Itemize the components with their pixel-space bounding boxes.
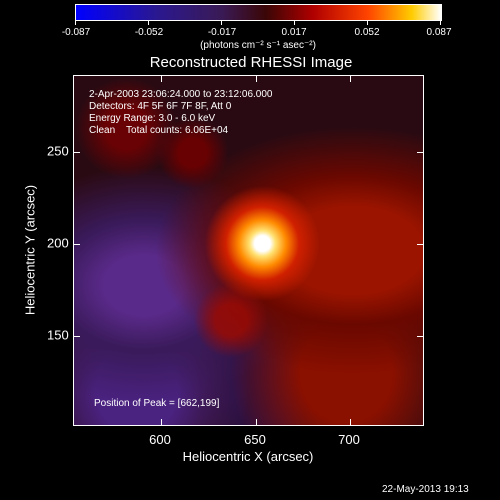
colorbar-tick — [148, 21, 149, 25]
y-tick — [74, 336, 80, 337]
colorbar-label: 0.087 — [426, 27, 452, 38]
x-axis-title: Heliocentric X (arcsec) — [182, 449, 314, 464]
x-tick-top — [256, 76, 257, 82]
y-tick — [74, 152, 80, 153]
colorbar-label: 0.052 — [354, 27, 380, 38]
y-tick-label: 200 — [47, 235, 69, 251]
info-time-range: 2-Apr-2003 23:06:24.000 to 23:12:06.000 — [89, 89, 273, 100]
x-tick-label: 600 — [149, 432, 171, 447]
y-tick-right — [417, 244, 423, 245]
colorbar-tick — [75, 21, 76, 25]
y-tick — [74, 244, 80, 245]
x-tick-label: 700 — [338, 432, 360, 447]
y-tick-label: 150 — [47, 327, 69, 343]
rhessi-image-plot: 2-Apr-2003 23:06:24.000 to 23:12:06.000 … — [73, 75, 424, 426]
info-detectors: Detectors: 4F 5F 6F 7F 8F, Att 0 — [89, 101, 232, 112]
x-tick-label: 650 — [244, 432, 266, 447]
x-tick — [161, 419, 162, 425]
colorbar-tick — [367, 21, 368, 25]
y-tick-label: 250 — [47, 143, 69, 159]
colorbar-label: -0.017 — [207, 27, 237, 38]
colorbar-label: 0.017 — [281, 27, 307, 38]
info-clean-counts: Clean Total counts: 6.06E+04 — [89, 125, 229, 136]
y-tick-right — [417, 152, 423, 153]
colorbar — [75, 4, 442, 21]
x-tick — [256, 419, 257, 425]
colorbar-units: (photons cm⁻² s⁻¹ asec⁻²) — [200, 40, 316, 51]
x-tick-top — [350, 76, 351, 82]
colorbar-tick — [440, 21, 441, 25]
colorbar-tick — [221, 21, 222, 25]
generation-timestamp: 22-May-2013 19:13 — [382, 484, 469, 495]
y-tick-right — [417, 336, 423, 337]
x-tick-top — [161, 76, 162, 82]
info-energy-range: Energy Range: 3.0 - 6.0 keV — [89, 113, 216, 124]
x-tick — [350, 419, 351, 425]
colorbar-tick — [294, 21, 295, 25]
colorbar-label: -0.052 — [134, 27, 164, 38]
colorbar-label: -0.087 — [61, 27, 91, 38]
y-axis-title: Heliocentric Y (arcsec) — [22, 184, 38, 316]
image-title: Reconstructed RHESSI Image — [149, 54, 353, 71]
info-peak-position: Position of Peak = [662,199] — [94, 398, 220, 409]
